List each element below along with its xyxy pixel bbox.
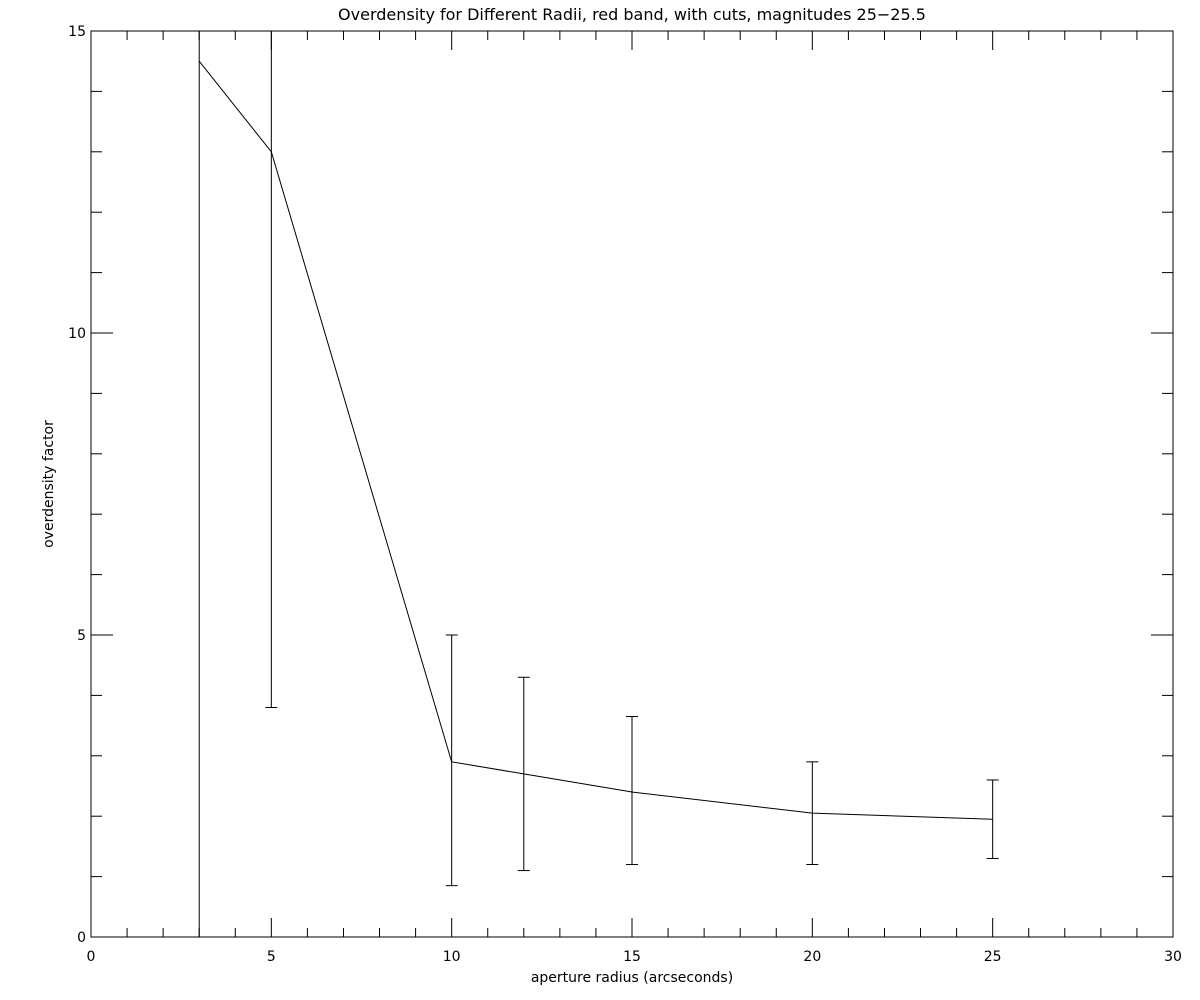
series-line [198, 60, 993, 820]
y-axis-label: overdensity factor [41, 420, 57, 548]
tick-labels: 0 5 10 15 20 25 30 0 5 10 15 [68, 24, 1182, 965]
y-tick-label: 10 [68, 326, 86, 342]
y-tick-label: 0 [77, 930, 86, 946]
x-tick-label: 10 [443, 949, 461, 965]
x-tick-label: 30 [1164, 949, 1182, 965]
x-tick-label: 0 [87, 949, 96, 965]
x-tick-label: 15 [623, 949, 641, 965]
x-axis-label: aperture radius (arcseconds) [531, 970, 733, 986]
y-tick-label: 15 [68, 24, 86, 40]
chart-title: Overdensity for Different Radii, red ban… [338, 5, 926, 24]
y-tick-label: 5 [77, 628, 86, 644]
error-bars [198, 31, 999, 937]
series-line-group [198, 60, 993, 820]
x-tick-label: 5 [267, 949, 276, 965]
x-tick-label: 20 [803, 949, 821, 965]
x-tick-label: 25 [984, 949, 1002, 965]
